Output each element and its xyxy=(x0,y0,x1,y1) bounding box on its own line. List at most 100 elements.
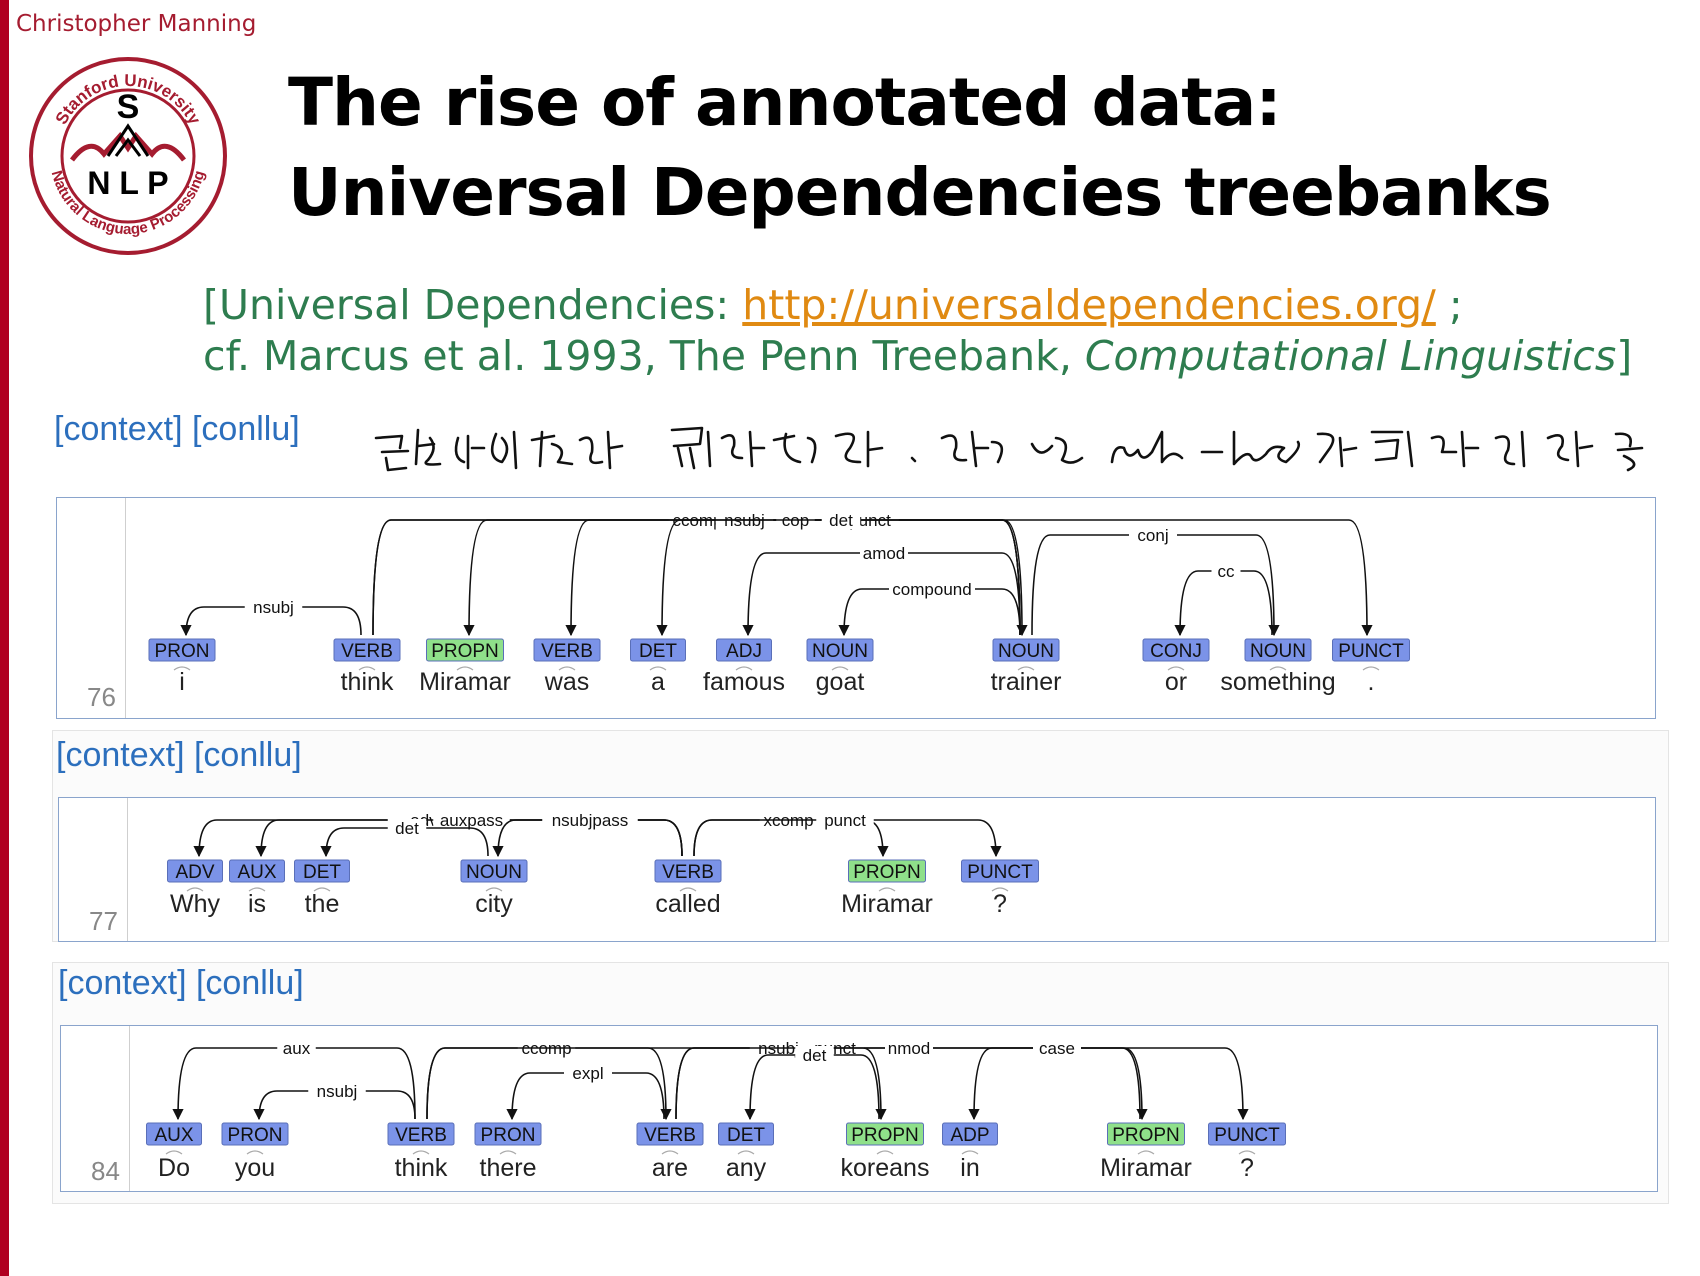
dependency-arc: nmod xyxy=(675,1039,1148,1121)
pos-tag-box xyxy=(460,859,528,883)
token-link-mark xyxy=(661,1150,679,1155)
line-gutter xyxy=(57,498,126,718)
token-link-mark xyxy=(246,1150,264,1155)
pos-tag: DET xyxy=(303,862,341,883)
pos-tag-box xyxy=(533,638,601,662)
token-3[interactable]: VERB was xyxy=(533,638,601,696)
token-word: a xyxy=(651,668,665,696)
token-7[interactable]: ADP in xyxy=(942,1122,998,1182)
pos-tag-box xyxy=(992,638,1060,662)
dependency-arc: nsubj xyxy=(180,598,362,637)
dependency-arc: conj xyxy=(1031,526,1280,637)
token-link-mark xyxy=(358,666,376,671)
token-5[interactable]: ADJ famous xyxy=(703,638,785,696)
dependency-tree-84: AUX Do PRON you VERB think PRON there VERB are DET… xyxy=(146,1039,1286,1182)
dependency-arc: det xyxy=(656,511,1021,637)
token-3[interactable]: PRON there xyxy=(474,1122,542,1182)
ud-link[interactable]: http://universaldependencies.org/ xyxy=(742,281,1436,329)
pos-tag: PRON xyxy=(228,1125,283,1146)
token-link-mark xyxy=(558,666,576,671)
token-6[interactable]: NOUN goat xyxy=(806,638,874,696)
title-line-1: The rise of annotated data: xyxy=(288,64,1282,141)
token-1[interactable]: AUX is xyxy=(229,859,285,918)
citation-prefix: [Universal Dependencies: xyxy=(203,281,743,329)
dependency-arc: det xyxy=(744,1046,880,1121)
context-links-77[interactable]: [context] [conllu] xyxy=(56,736,302,774)
token-4[interactable]: VERB are xyxy=(636,1122,704,1182)
token-link-mark xyxy=(1238,1150,1256,1155)
pos-tag: AUX xyxy=(154,1125,193,1146)
pos-tag-box xyxy=(229,859,285,883)
dependency-label: cc xyxy=(1218,562,1236,581)
token-9[interactable]: PUNCT? xyxy=(1208,1122,1286,1182)
sentence-number: 76 xyxy=(87,682,116,712)
token-8[interactable]: CONJ or xyxy=(1142,638,1210,696)
token-10[interactable]: PUNCT. xyxy=(1332,638,1410,696)
token-word: Do xyxy=(158,1154,190,1182)
token-4[interactable]: DET a xyxy=(630,638,686,696)
token-word: or xyxy=(1165,668,1187,696)
token-9[interactable]: NOUN something xyxy=(1220,638,1336,696)
dependency-arc: cop xyxy=(565,511,1021,637)
dependency-arc: nsubj xyxy=(463,511,1021,637)
pos-tag-box xyxy=(146,1122,202,1146)
pos-tag-box xyxy=(1332,638,1410,662)
token-1[interactable]: VERB think xyxy=(333,638,401,696)
pos-tag-box xyxy=(167,859,223,883)
pos-tag-box xyxy=(806,638,874,662)
token-word: something xyxy=(1220,668,1335,696)
token-3[interactable]: NOUN city xyxy=(460,859,528,918)
token-0[interactable]: AUX Do xyxy=(146,1122,202,1182)
pos-tag: PROPN xyxy=(1112,1125,1180,1146)
dependency-label: conj xyxy=(1137,526,1168,545)
dependency-label: det xyxy=(803,1046,827,1065)
parse-panel-84: 84 AUX Do PRON you VERB think PRON there VERB are… xyxy=(60,1025,1658,1192)
token-word: the xyxy=(305,890,340,918)
token-word: ? xyxy=(993,890,1007,918)
token-link-mark xyxy=(456,666,474,671)
logo-letter: S xyxy=(117,88,140,126)
dependency-label: nmod xyxy=(888,1039,931,1058)
context-links-76[interactable]: [context] [conllu] xyxy=(54,410,300,448)
dependency-arc: nsubj xyxy=(253,1082,416,1121)
pos-tag-box xyxy=(221,1122,289,1146)
token-7[interactable]: NOUN trainer xyxy=(991,638,1062,696)
token-word: famous xyxy=(703,668,785,696)
token-link-mark xyxy=(248,887,266,892)
token-4[interactable]: VERB called xyxy=(654,859,722,918)
dependency-arc: amod xyxy=(742,544,1021,637)
pos-tag-box xyxy=(848,859,926,883)
pos-tag: ADJ xyxy=(726,641,762,662)
token-word: called xyxy=(655,890,720,918)
token-link-mark xyxy=(1017,666,1035,671)
token-link-mark xyxy=(649,666,667,671)
token-2[interactable]: VERB think xyxy=(387,1122,455,1182)
token-0[interactable]: ADV Why xyxy=(167,859,223,918)
pos-tag: VERB xyxy=(341,641,393,662)
token-word: are xyxy=(652,1154,688,1182)
token-link-mark xyxy=(735,666,753,671)
pos-tag: ADV xyxy=(175,862,214,883)
token-word: . xyxy=(1368,668,1375,696)
pos-tag: NOUN xyxy=(812,641,868,662)
token-6[interactable]: PROPN koreans xyxy=(841,1122,930,1182)
token-8[interactable]: PROPN Miramar xyxy=(1100,1122,1192,1182)
token-0[interactable]: PRON i xyxy=(148,638,216,696)
pos-tag-box xyxy=(387,1122,455,1146)
token-1[interactable]: PRON you xyxy=(221,1122,289,1182)
dependency-label: punct xyxy=(824,811,866,830)
token-link-mark xyxy=(876,1150,894,1155)
token-word: Miramar xyxy=(419,668,511,696)
token-word: there xyxy=(480,1154,537,1182)
pos-tag: PROPN xyxy=(431,641,499,662)
token-word: Miramar xyxy=(841,890,933,918)
context-links-84[interactable]: [context] [conllu] xyxy=(58,964,304,1002)
token-2[interactable]: PROPN Miramar xyxy=(419,638,511,696)
token-5[interactable]: PROPN Miramar xyxy=(841,859,933,918)
token-6[interactable]: PUNCT? xyxy=(961,859,1039,918)
journal-name: Computational Linguistics xyxy=(1084,332,1617,380)
token-2[interactable]: DET the xyxy=(294,859,350,918)
pos-tag-box xyxy=(716,638,772,662)
token-5[interactable]: DET any xyxy=(718,1122,774,1182)
pos-tag: ADP xyxy=(950,1125,989,1146)
